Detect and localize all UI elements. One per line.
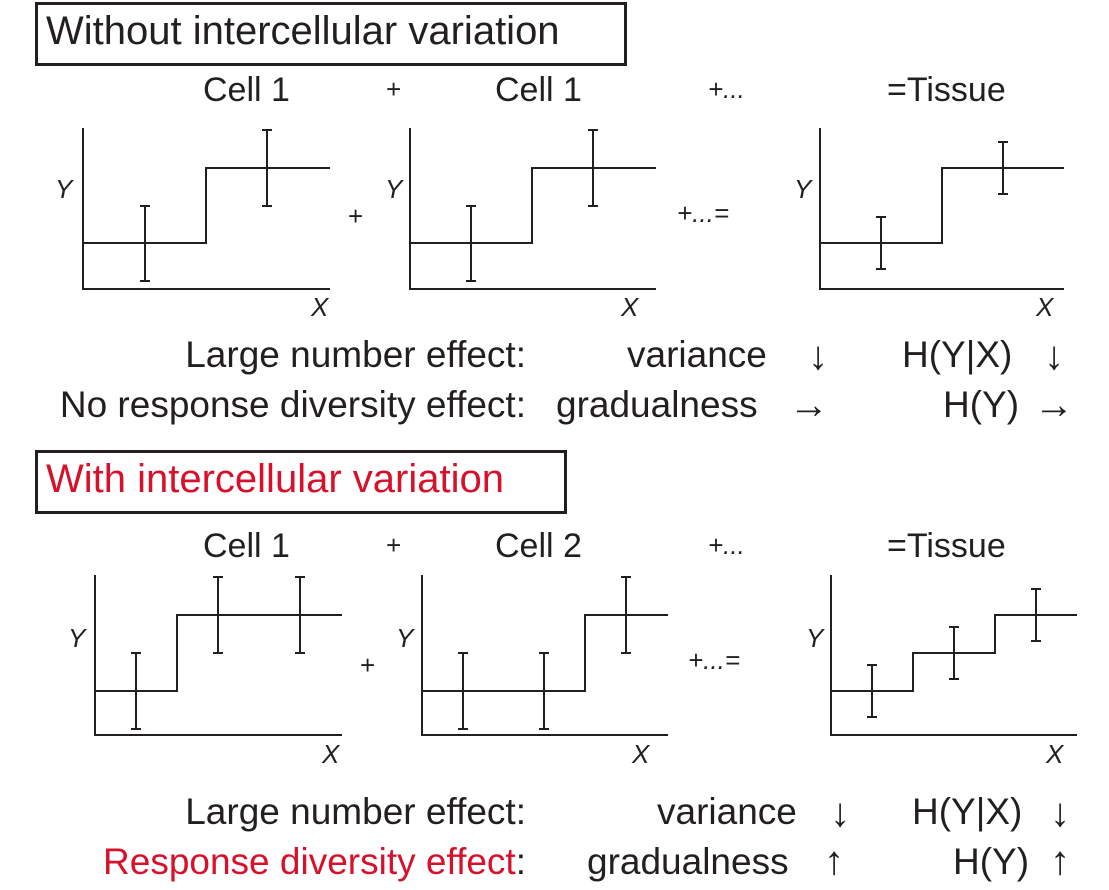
- section1-plot1-step-curve: [83, 167, 330, 244]
- section2-effect2-entropy: H(Y): [953, 841, 1030, 882]
- section2-plot1-error-bar-1: [131, 652, 141, 730]
- section1-plot2: [409, 128, 656, 290]
- section2-plot2-y-label: Y: [396, 623, 414, 653]
- section1-plot1-x-label: X: [311, 292, 329, 322]
- section1-effect2-metric: gradualness: [556, 384, 758, 425]
- section1-effect1-entropy-arrow: ↓: [1044, 334, 1064, 378]
- section1-plot1-error-bar-1: [140, 205, 150, 282]
- section1-op-plus-equals: +...=: [677, 198, 730, 228]
- section2-title-box: With intercellular variation: [35, 450, 567, 514]
- section2-op-plus-equals: +...=: [688, 645, 741, 675]
- section1-effect1-metric-arrow: ↓: [808, 334, 828, 378]
- section2-plot2-error-bar-1: [458, 652, 468, 730]
- section1-plot2-y-label: Y: [385, 174, 403, 204]
- section1-plot3-step-curve: [820, 167, 1064, 244]
- section2-plot3-x-label: X: [1046, 739, 1064, 769]
- section2-plot3-error-bar-2: [949, 626, 959, 680]
- section2-effect2-label-colon: :: [515, 841, 526, 882]
- section1-label-plus: +: [386, 74, 402, 104]
- section2-label-cell-a: Cell 1: [203, 527, 290, 565]
- section1-label-cell-a: Cell 1: [203, 71, 290, 109]
- section1-plot3-axes: [819, 128, 1064, 290]
- section1-effect2-metric-arrow: →: [789, 383, 829, 427]
- section2-plot2: [421, 575, 668, 736]
- section1-plot3-error-bar-2: [998, 141, 1008, 195]
- section1-plot1-y-label: Y: [55, 174, 73, 204]
- section1-plot2-step-curve: [410, 167, 656, 244]
- section1-effect2-entropy: H(Y): [943, 384, 1020, 425]
- section2-effect1-metric: variance: [657, 791, 797, 832]
- section2-effect2-metric-arrow: ↑: [824, 839, 844, 883]
- section2-label-cell-b: Cell 2: [495, 527, 582, 565]
- section2-effect2-label-text: Response diversity effect: [103, 841, 516, 882]
- section1-label-plus-ellipsis: +...: [708, 74, 745, 104]
- section2-label-plus: +: [386, 530, 402, 560]
- section2-plot1-x-label: X: [322, 739, 340, 769]
- section1-plot2-axes: [409, 128, 656, 290]
- section2-plot1-error-bar-3: [295, 576, 305, 654]
- section2-effect2-label: Response diversity effect:: [103, 843, 526, 880]
- section1-plot2-error-bar-2: [588, 129, 598, 207]
- section1-label-cell-b: Cell 1: [495, 71, 582, 109]
- section2-plot2-axes: [421, 575, 668, 736]
- section1-effect1-label: Large number effect:: [185, 334, 526, 375]
- section2-plot1-axes: [94, 575, 342, 736]
- section2-plot2-error-bar-2: [539, 652, 549, 730]
- section2-plot3-error-bar-3: [1031, 588, 1041, 642]
- section2-label-plus-ellipsis: +...: [708, 530, 745, 560]
- section1-effect2-entropy-arrow: →: [1034, 383, 1074, 427]
- section1-plot2-error-bar-1: [466, 205, 476, 282]
- section2-effect1-metric-arrow: ↓: [830, 791, 850, 835]
- section2-effect1-label: Large number effect:: [185, 791, 526, 832]
- section2-op-plus: +: [360, 650, 376, 680]
- section1-plot1: [82, 128, 330, 290]
- section1-title-box: Without intercellular variation: [35, 2, 627, 66]
- section2-plot1-error-bar-2: [213, 576, 223, 654]
- section1-effect2-label: No response diversity effect:: [59, 384, 526, 425]
- section2-plot3: [830, 575, 1077, 736]
- section2-plot3-error-bar-1: [867, 664, 877, 718]
- section2-title: With intercellular variation: [46, 457, 504, 501]
- section1-op-plus: +: [348, 201, 364, 231]
- section1-plot1-error-bar-2: [262, 129, 272, 207]
- section1-title: Without intercellular variation: [46, 9, 560, 53]
- section2-effect2-entropy-arrow: ↑: [1050, 839, 1070, 883]
- section1-plot3: [819, 128, 1064, 290]
- section1-label-tissue: =Tissue: [887, 71, 1006, 109]
- section1-plot3-x-label: X: [1036, 292, 1054, 322]
- section1-plot2-x-label: X: [621, 292, 639, 322]
- section2-effect1-entropy-arrow: ↓: [1050, 791, 1070, 835]
- section1-plot1-axes: [82, 128, 330, 290]
- section2-plot2-x-label: X: [632, 739, 650, 769]
- section2-plot1: [94, 575, 342, 736]
- section2-plot3-axes: [830, 575, 1077, 736]
- section1-effect1-metric: variance: [627, 334, 767, 375]
- section1-effect1-entropy: H(Y|X): [902, 334, 1013, 375]
- section2-effect1-entropy: H(Y|X): [912, 791, 1023, 832]
- section1-plot3-error-bar-1: [876, 216, 886, 270]
- section2-plot1-y-label: Y: [68, 623, 86, 653]
- section2-plot2-error-bar-3: [621, 576, 631, 654]
- section1-plot3-y-label: Y: [794, 174, 812, 204]
- section2-effect2-metric: gradualness: [587, 841, 789, 882]
- section2-label-tissue: =Tissue: [887, 527, 1006, 565]
- section2-plot3-y-label: Y: [806, 623, 824, 653]
